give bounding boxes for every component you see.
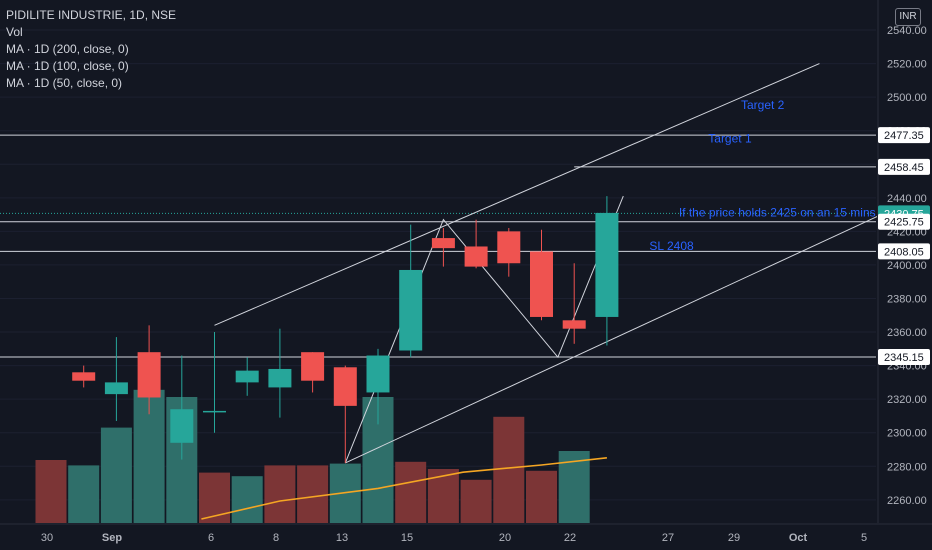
time-tick-label: 22	[564, 532, 576, 544]
ma100-legend[interactable]: MA · 1D (100, close, 0)	[6, 59, 129, 73]
candle-body	[203, 410, 226, 413]
time-tick-label: 6	[208, 532, 214, 544]
zigzag-line	[344, 195, 624, 464]
time-tick-label: 20	[499, 532, 511, 544]
candle-body	[235, 370, 259, 383]
candle-body	[268, 368, 292, 388]
time-tick-label: 13	[336, 532, 348, 544]
candle-body	[399, 269, 423, 351]
volume-bar	[395, 461, 427, 523]
price-tick-label: 2260.00	[887, 495, 927, 507]
volume-bar	[100, 427, 132, 523]
time-tick-label: 29	[728, 532, 740, 544]
candle-body	[170, 409, 194, 443]
level-price-label: 2477.35	[884, 130, 924, 142]
volume-bar	[264, 465, 296, 523]
candle-body	[562, 320, 586, 329]
volume-bar	[297, 465, 329, 523]
volume-bar	[460, 479, 492, 523]
time-tick-label: 27	[662, 532, 674, 544]
time-tick-label: Sep	[102, 532, 122, 544]
ma50-line	[201, 457, 607, 520]
candle-body	[137, 352, 161, 398]
volume-bar	[199, 472, 230, 523]
volume-bar	[35, 460, 67, 523]
level-price-label: 2458.45	[884, 162, 924, 174]
price-axis[interactable]: 2540.002520.002500.002480.002460.002440.…	[877, 0, 932, 550]
price-tick-label: 2360.00	[887, 327, 927, 339]
level-price-label: 2425.75	[884, 217, 924, 229]
ma200-legend[interactable]: MA · 1D (200, close, 0)	[6, 42, 129, 56]
ma50-legend[interactable]: MA · 1D (50, close, 0)	[6, 76, 123, 90]
chart-legend: PIDILITE INDUSTRIE, 1D, NSE Vol MA · 1D …	[6, 7, 176, 92]
annotation-label: Target 1	[708, 131, 752, 145]
price-tick-label: 2300.00	[887, 428, 927, 440]
annotation-label: SL 2408	[649, 239, 694, 253]
level-price-label: 2345.15	[884, 352, 924, 364]
price-tick-label: 2280.00	[887, 461, 927, 473]
volume-bar	[526, 470, 557, 523]
price-tick-label: 2320.00	[887, 394, 927, 406]
candle-body	[301, 352, 325, 381]
level-price-box	[878, 213, 930, 230]
time-tick-label: 8	[273, 532, 279, 544]
candle-body	[333, 367, 357, 406]
level-price-box	[878, 127, 930, 144]
currency-badge[interactable]: INR	[895, 8, 921, 26]
volume-legend[interactable]: Vol	[6, 25, 23, 39]
channel-lower-line	[345, 212, 886, 464]
horizontal-levels	[0, 134, 876, 358]
volume-bars	[35, 389, 590, 523]
candle-body	[497, 231, 521, 264]
volume-bar	[231, 476, 263, 523]
level-price-box	[878, 243, 930, 260]
candle-body	[104, 382, 128, 395]
candle-body	[72, 372, 96, 381]
channel-upper-line	[214, 63, 820, 326]
moving-average-line	[201, 457, 607, 520]
price-tick-label: 2380.00	[887, 293, 927, 305]
time-tick-label: 5	[861, 532, 867, 544]
price-tick-label: 2520.00	[887, 59, 927, 71]
annotation-label: Target 2	[741, 98, 785, 112]
candle-body	[595, 212, 619, 317]
volume-bar	[493, 416, 525, 523]
candle-body	[530, 251, 553, 317]
time-tick-label: Oct	[789, 532, 808, 544]
volume-bar	[68, 465, 100, 523]
level-price-label: 2408.05	[884, 246, 924, 258]
price-tick-label: 2440.00	[887, 193, 927, 205]
price-tick-label: 2400.00	[887, 260, 927, 272]
symbol-title[interactable]: PIDILITE INDUSTRIE, 1D, NSE	[6, 8, 177, 22]
time-axis[interactable]: 30 Sep 6 8 13 15 20 22 27 29 Oct 5	[0, 523, 932, 544]
level-price-box	[878, 348, 930, 365]
candlesticks	[72, 196, 619, 463]
level-price-box	[878, 158, 930, 175]
candle-body	[464, 246, 488, 267]
price-tick-label: 2540.00	[887, 25, 927, 37]
trend-drawings	[214, 63, 886, 464]
price-axis-background	[877, 0, 932, 550]
time-tick-label: 30	[41, 532, 53, 544]
price-tick-label: 2500.00	[887, 92, 927, 104]
time-tick-label: 15	[401, 532, 413, 544]
candle-body	[431, 238, 455, 249]
annotations: Target 2 Target 1 If the price holds 2425 …	[649, 98, 932, 253]
candle-body	[366, 355, 390, 393]
annotation-label: If the price holds 2425 on an 15 mins TF…	[679, 205, 932, 219]
volume-bar	[427, 469, 459, 523]
